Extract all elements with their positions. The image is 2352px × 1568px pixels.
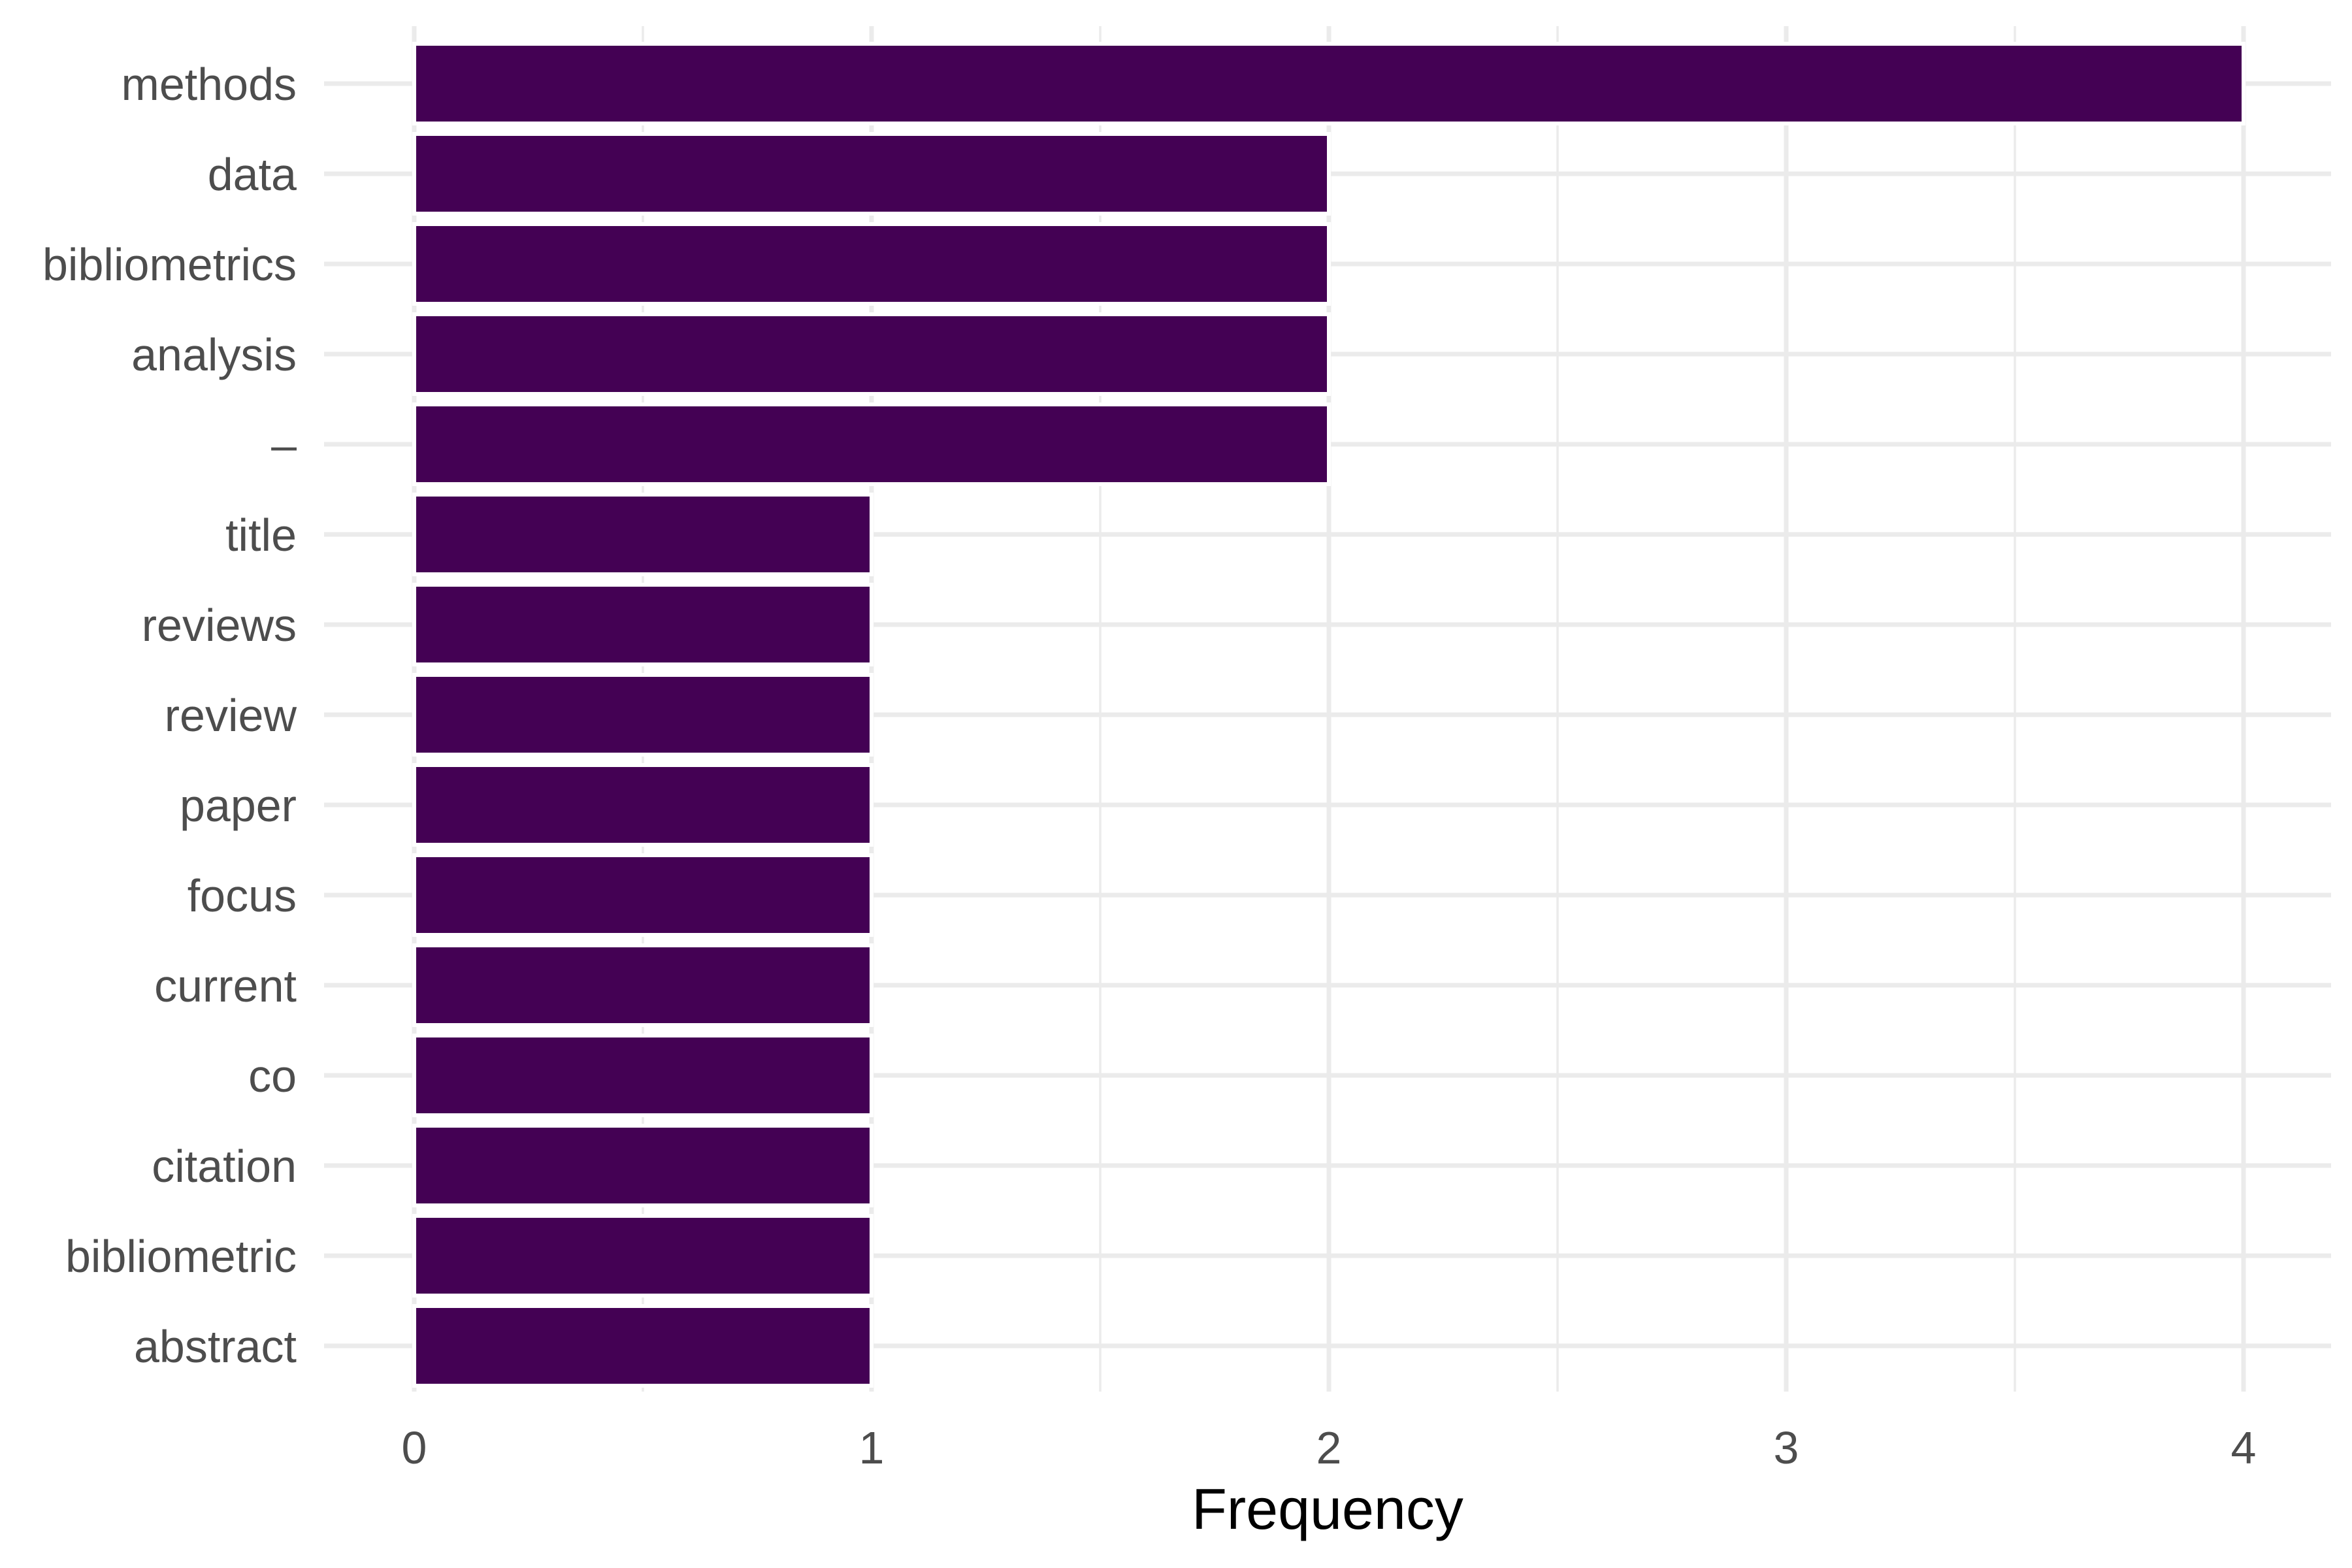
y-tick-label: current [154,960,297,1011]
y-tick-label: focus [188,870,297,921]
bar [412,853,874,937]
bar [412,1034,874,1117]
y-tick-label: title [225,510,297,561]
y-tick-label: methods [122,59,297,110]
y-tick-label: reviews [142,600,297,651]
x-tick-label: 0 [402,1422,427,1473]
y-tick-label: citation [152,1141,297,1192]
y-tick-label: abstract [134,1321,297,1372]
y-tick-label: data [208,149,297,200]
bar [412,763,874,847]
bar [412,943,874,1027]
x-tick-label: 1 [859,1422,885,1473]
y-tick-label: bibliometric [65,1231,297,1282]
y-tick-label: bibliometrics [42,239,297,290]
bar [412,1124,874,1207]
bar [412,222,1331,306]
y-tick-labels: methods data bibliometrics analysis – title re… [42,59,297,1372]
bar [412,493,874,576]
bar [412,583,874,666]
y-tick-label: paper [180,780,297,831]
bar [412,42,2246,125]
x-tick-label: 3 [1774,1422,1799,1473]
x-tick-labels: 0 1 2 3 4 [402,1422,2257,1473]
x-tick-label: 4 [2231,1422,2257,1473]
bar [412,402,1331,486]
bar [412,1214,874,1298]
y-tick-label: analysis [131,329,297,380]
bar [412,1304,874,1388]
bar [412,132,1331,216]
y-tick-label: co [248,1051,297,1102]
y-tick-label: – [271,419,297,470]
y-tick-label: review [165,690,297,741]
bar [412,673,874,757]
bar [412,312,1331,396]
x-tick-label: 2 [1316,1422,1342,1473]
bars [412,42,2246,1388]
x-axis-title: Frequency [1192,1477,1463,1541]
